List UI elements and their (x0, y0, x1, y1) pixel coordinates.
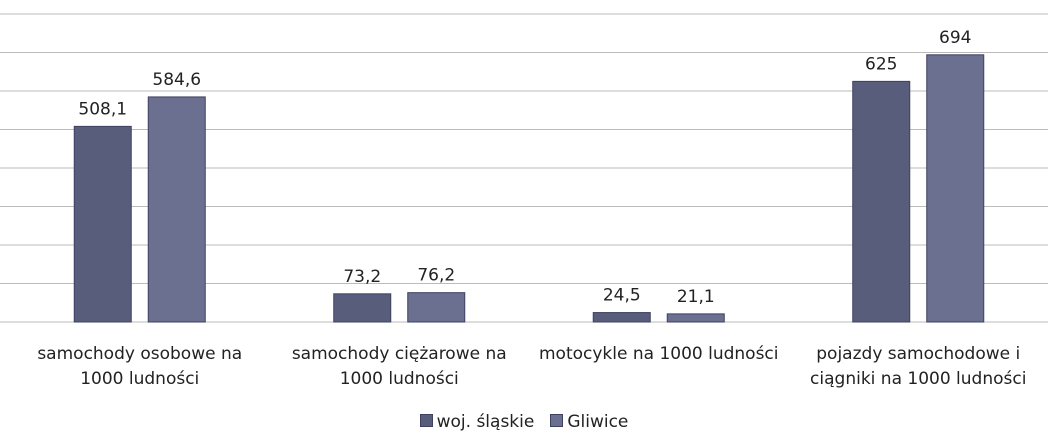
value-label: 21,1 (677, 287, 715, 307)
value-label: 584,6 (152, 70, 201, 90)
value-label: 508,1 (78, 99, 127, 119)
legend-swatch (550, 414, 564, 427)
legend-swatch (419, 414, 433, 427)
bar (73, 125, 132, 323)
value-label: 73,2 (343, 267, 381, 287)
bar (926, 54, 985, 323)
x-tick-label: samochody osobowe na 1000 ludności (37, 344, 243, 389)
legend-item: Gliwice (550, 412, 628, 432)
value-label: 694 (939, 28, 971, 48)
x-tick-label: samochody ciężarowe na 1000 ludności (291, 344, 507, 389)
x-tick-label: pojazdy samochodowe i ciągniki na 1000 l… (810, 344, 1027, 389)
value-label: 625 (865, 54, 897, 74)
plot: 508,1 584,6 73,2 76,2 24,5 21,1 625 694 (0, 13, 1048, 323)
bar (666, 313, 725, 323)
bar (407, 292, 466, 323)
value-label: 24,5 (603, 286, 641, 306)
legend-item: woj. śląskie (419, 412, 535, 432)
x-tick-label: motocykle na 1000 ludności (538, 344, 779, 364)
bar (333, 293, 392, 323)
value-label: 76,2 (417, 266, 455, 286)
legend-label: Gliwice (567, 412, 629, 432)
legend-label: woj. śląskie (436, 412, 535, 432)
bar (147, 96, 206, 323)
legend: woj. śląskie Gliwice (0, 412, 1048, 432)
bar (852, 80, 911, 323)
bar (592, 312, 651, 323)
